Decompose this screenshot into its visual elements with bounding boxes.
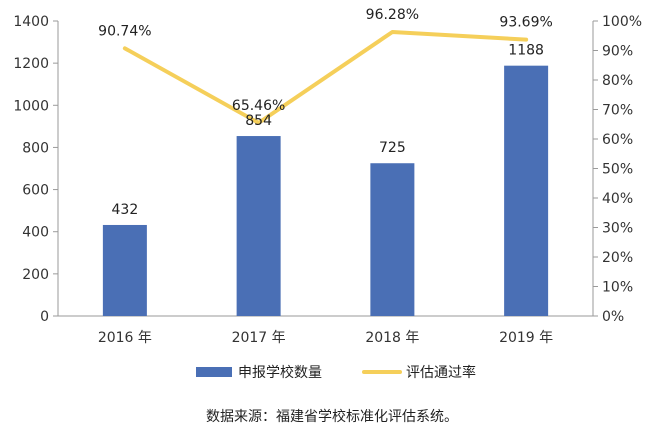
right-tick-label: 0%: [602, 309, 624, 325]
left-tick-label: 0: [40, 309, 49, 325]
left-tick-label: 800: [22, 140, 49, 156]
bar-value-label: 1188: [508, 43, 544, 59]
bar-value-label: 432: [112, 202, 139, 218]
left-tick-label: 1400: [13, 14, 49, 30]
bar: [370, 163, 415, 316]
line-value-label: 93.69%: [499, 15, 552, 31]
legend-label-line: 评估通过率: [406, 364, 476, 381]
right-tick-label: 50%: [602, 162, 633, 178]
category-label: 2019 年: [499, 330, 553, 346]
right-tick-label: 10%: [602, 280, 633, 296]
right-tick-label: 20%: [602, 250, 633, 266]
left-tick-label: 1200: [13, 56, 49, 72]
rate-line: [122, 29, 529, 125]
left-tick-label: 1000: [13, 98, 49, 114]
bar: [504, 65, 549, 317]
category-label: 2017 年: [232, 330, 286, 346]
right-tick-label: 60%: [602, 132, 633, 148]
right-tick-label: 30%: [602, 221, 633, 237]
line-value-label: 96.28%: [366, 7, 419, 23]
right-tick-label: 40%: [602, 191, 633, 207]
line-value-label: 90.74%: [98, 23, 151, 39]
right-tick-label: 100%: [602, 14, 642, 30]
bar: [102, 224, 147, 316]
right-tick-label: 90%: [602, 44, 633, 60]
bar: [236, 136, 281, 316]
category-label: 2016 年: [98, 330, 152, 346]
source-note: 数据来源：福建省学校标准化评估系统。: [206, 409, 458, 425]
bar-value-label: 854: [245, 113, 272, 129]
line-series: [122, 29, 529, 125]
legend-swatch-bar: [196, 367, 232, 377]
line-value-label: 65.46%: [232, 98, 285, 114]
legend-label-bar: 申报学校数量: [238, 364, 322, 381]
left-tick-label: 200: [22, 267, 49, 283]
right-tick-label: 70%: [602, 103, 633, 119]
left-tick-label: 400: [22, 225, 49, 241]
legend: 申报学校数量 评估通过率: [196, 364, 476, 381]
bar-series: [102, 65, 549, 317]
axes: 0 200 400 600 800 1000 1200 1400 0% 10% 20% 30% 40% 5…: [13, 14, 642, 346]
left-tick-label: 600: [22, 183, 49, 199]
bar-value-label: 725: [379, 140, 406, 156]
category-label: 2018 年: [365, 330, 419, 346]
right-tick-label: 80%: [602, 73, 633, 89]
data-labels: 432 854 725 1188 90.74% 65.46% 96.28% 93.69%: [98, 7, 553, 218]
